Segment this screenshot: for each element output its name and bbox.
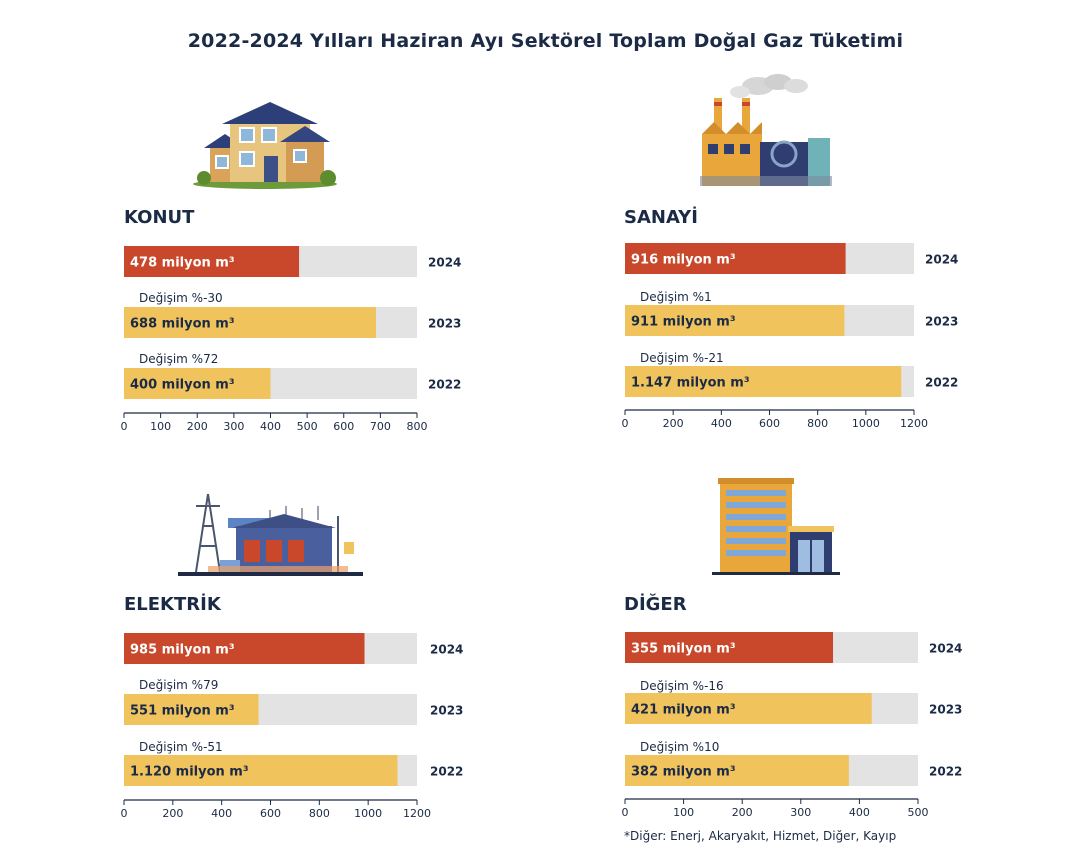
bar-label-konut-2023: 688 milyon m³ (130, 317, 235, 332)
change-label-dier-0: Değişim %-16 (640, 679, 724, 693)
bar-track-konut-2022 (124, 368, 417, 399)
bar-sanayi-2023 (625, 305, 845, 336)
year-label-sanayi-2023: 2023 (925, 315, 958, 329)
x-tick-label-sanayi-2: 400 (711, 417, 732, 430)
power-plant-icon (178, 493, 363, 576)
bar-sanayi-2022 (625, 366, 902, 397)
bar-label-elektrik-2023: 551 milyon m³ (130, 704, 235, 719)
footnote: *Diğer: Enerj, Akaryakıt, Hizmet, Diğer,… (624, 829, 897, 843)
x-tick-label-elektrik-4: 800 (309, 807, 330, 820)
year-label-konut-2022: 2022 (428, 378, 461, 392)
bar-track-elektrik-2024 (124, 633, 417, 664)
bar-konut-2022 (124, 368, 271, 399)
change-label-dier-1: Değişim %10 (640, 740, 719, 754)
year-label-elektrik-2022: 2022 (430, 765, 463, 779)
factory-icon (700, 74, 832, 186)
bar-konut-2024 (124, 246, 300, 277)
x-tick-label-elektrik-6: 1200 (403, 807, 431, 820)
bar-track-elektrik-2023 (124, 694, 417, 725)
page-title: 2022-2024 Yılları Haziran Ayı Sektörel T… (187, 30, 904, 52)
bar-track-sanayi-2023 (625, 305, 914, 336)
year-label-konut-2023: 2023 (428, 317, 461, 331)
x-tick-label-konut-2: 200 (187, 420, 208, 433)
bar-track-dier-2022 (625, 755, 918, 786)
x-tick-label-dier-2: 200 (732, 806, 753, 819)
x-tick-label-dier-4: 400 (849, 806, 870, 819)
sector-title-sanayi: SANAYİ (624, 207, 698, 228)
sector-title-konut: KONUT (124, 207, 195, 228)
year-label-konut-2024: 2024 (428, 256, 461, 270)
x-tick-label-sanayi-5: 1000 (852, 417, 880, 430)
x-tick-label-konut-1: 100 (150, 420, 171, 433)
x-tick-label-sanayi-0: 0 (622, 417, 629, 430)
bar-track-dier-2023 (625, 693, 918, 724)
bar-label-sanayi-2023: 911 milyon m³ (631, 315, 736, 330)
bar-label-dier-2024: 355 milyon m³ (631, 642, 736, 657)
bar-dier-2024 (625, 632, 834, 663)
bar-label-elektrik-2024: 985 milyon m³ (130, 643, 235, 658)
year-label-dier-2022: 2022 (929, 765, 962, 779)
change-label-konut-1: Değişim %72 (139, 352, 218, 366)
x-tick-label-elektrik-2: 400 (211, 807, 232, 820)
bar-label-elektrik-2022: 1.120 milyon m³ (130, 765, 249, 780)
bar-label-sanayi-2024: 916 milyon m³ (631, 253, 736, 268)
change-label-sanayi-0: Değişim %1 (640, 290, 712, 304)
house-icon (193, 102, 337, 189)
x-tick-label-konut-7: 700 (370, 420, 391, 433)
bar-sanayi-2024 (625, 243, 846, 274)
x-tick-label-sanayi-4: 800 (807, 417, 828, 430)
bar-track-konut-2023 (124, 307, 417, 338)
office-building-icon (712, 478, 840, 575)
x-tick-label-dier-1: 100 (673, 806, 694, 819)
year-label-elektrik-2024: 2024 (430, 643, 463, 657)
change-label-sanayi-1: Değişim %-21 (640, 351, 724, 365)
bar-elektrik-2023 (124, 694, 259, 725)
x-tick-label-sanayi-3: 600 (759, 417, 780, 430)
bar-track-elektrik-2022 (124, 755, 417, 786)
bar-label-dier-2022: 382 milyon m³ (631, 765, 736, 780)
x-tick-label-elektrik-3: 600 (260, 807, 281, 820)
bar-label-konut-2024: 478 milyon m³ (130, 256, 235, 271)
year-label-dier-2023: 2023 (929, 703, 962, 717)
bar-dier-2023 (625, 693, 872, 724)
sector-title-elektrik: ELEKTRİK (124, 594, 221, 615)
bar-label-sanayi-2022: 1.147 milyon m³ (631, 376, 750, 391)
x-tick-label-konut-8: 800 (407, 420, 428, 433)
x-tick-label-elektrik-0: 0 (121, 807, 128, 820)
x-tick-label-konut-6: 600 (333, 420, 354, 433)
x-tick-label-elektrik-1: 200 (162, 807, 183, 820)
bar-elektrik-2022 (124, 755, 398, 786)
x-tick-label-dier-3: 300 (790, 806, 811, 819)
change-label-konut-0: Değişim %-30 (139, 291, 223, 305)
bar-track-dier-2024 (625, 632, 918, 663)
x-tick-label-dier-5: 500 (908, 806, 929, 819)
sector-title-diger: DİĞER (624, 594, 687, 615)
x-tick-label-konut-5: 500 (297, 420, 318, 433)
bar-track-sanayi-2024 (625, 243, 914, 274)
bar-track-konut-2024 (124, 246, 417, 277)
x-tick-label-sanayi-1: 200 (663, 417, 684, 430)
year-label-elektrik-2023: 2023 (430, 704, 463, 718)
bar-label-dier-2023: 421 milyon m³ (631, 703, 736, 718)
bar-label-konut-2022: 400 milyon m³ (130, 378, 235, 393)
bar-dier-2022 (625, 755, 849, 786)
year-label-sanayi-2024: 2024 (925, 253, 958, 267)
bar-track-sanayi-2022 (625, 366, 914, 397)
year-label-dier-2024: 2024 (929, 642, 962, 656)
x-tick-label-sanayi-6: 1200 (900, 417, 928, 430)
bar-elektrik-2024 (124, 633, 365, 664)
x-tick-label-konut-3: 300 (223, 420, 244, 433)
x-tick-label-elektrik-5: 1000 (354, 807, 382, 820)
change-label-elektrik-1: Değişim %-51 (139, 740, 223, 754)
x-tick-label-konut-4: 400 (260, 420, 281, 433)
x-tick-label-konut-0: 0 (121, 420, 128, 433)
x-tick-label-dier-0: 0 (622, 806, 629, 819)
bar-konut-2023 (124, 307, 376, 338)
change-label-elektrik-0: Değişim %79 (139, 678, 218, 692)
year-label-sanayi-2022: 2022 (925, 376, 958, 390)
